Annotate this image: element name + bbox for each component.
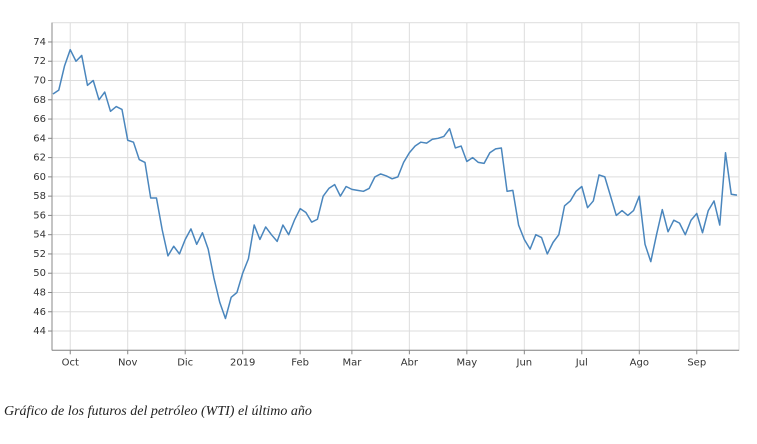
x-tick-label: Feb: [291, 357, 309, 368]
y-tick-label: 44: [33, 326, 46, 337]
x-tick-label: May: [457, 357, 478, 368]
y-tick-label: 56: [33, 210, 46, 221]
y-tick-label: 64: [33, 133, 46, 144]
y-tick-label: 60: [33, 172, 46, 183]
y-tick-label: 72: [33, 56, 46, 67]
plot-frame: [51, 22, 740, 351]
x-tick-label: Sep: [687, 357, 706, 368]
x-tick-label: Oct: [62, 357, 79, 368]
y-tick-label: 66: [33, 114, 46, 125]
x-tick-label: Mar: [342, 357, 362, 368]
y-tick-label: 54: [33, 230, 46, 241]
y-tick-label: 74: [33, 37, 46, 48]
y-tick-label: 68: [33, 95, 46, 106]
x-tick-label: Ago: [630, 357, 649, 368]
caption: Gráfico de los futuros del petróleo (WTI…: [4, 404, 312, 419]
y-tick-label: 52: [33, 249, 46, 260]
y-tick-label: 48: [33, 287, 46, 298]
y-tick-label: 70: [33, 76, 46, 87]
x-tick-label: Jul: [575, 357, 588, 368]
y-tick-label: 62: [33, 153, 46, 164]
x-tick-label: Nov: [118, 357, 138, 368]
x-tick-label: Abr: [401, 357, 419, 368]
x-tick-label: Jun: [516, 357, 533, 368]
x-tick-label: Dic: [177, 357, 193, 368]
y-tick-label: 46: [33, 307, 46, 318]
y-tick-label: 58: [33, 191, 46, 202]
x-tick-label: 2019: [230, 357, 255, 368]
price-line: [52, 48, 738, 320]
y-tick-label: 50: [33, 268, 46, 279]
